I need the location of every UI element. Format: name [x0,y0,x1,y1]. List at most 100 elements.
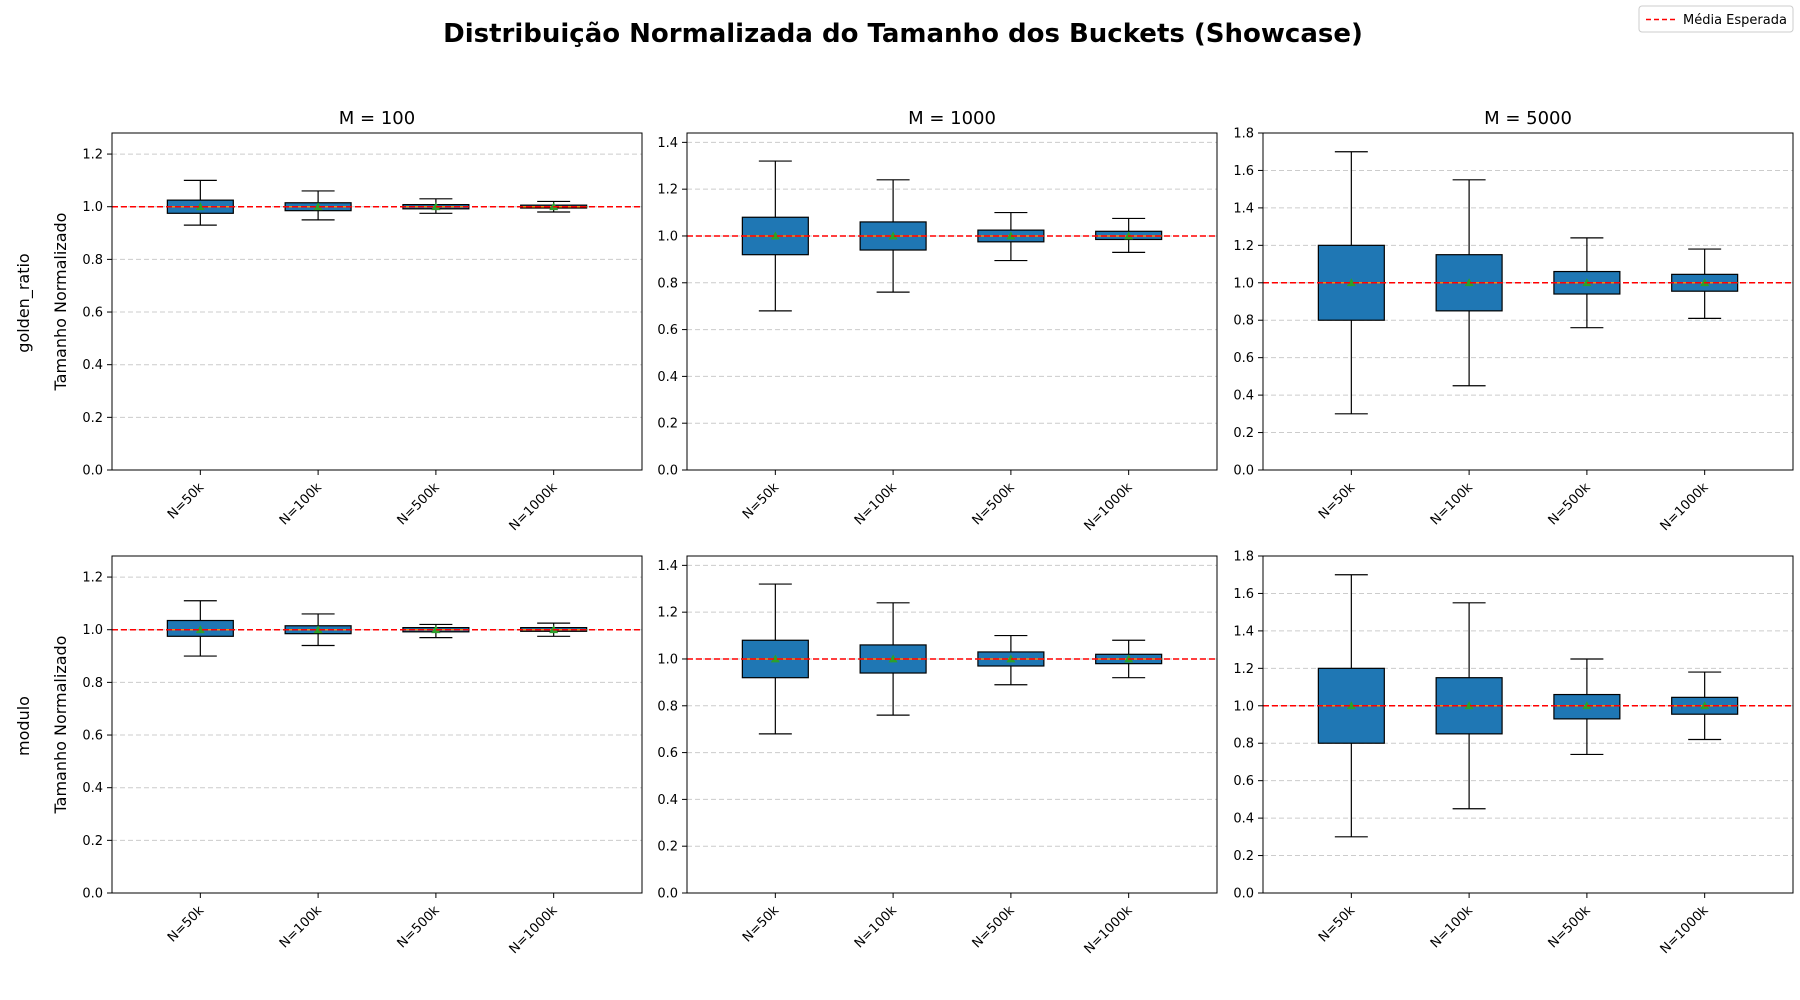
y-tick-label: 0.2 [82,834,103,849]
y-tick-label: 1.0 [1233,699,1254,714]
x-tick-label: N=500k [1546,480,1594,528]
mean-marker [1006,654,1016,663]
mean-marker [1582,278,1592,287]
mean-marker [770,231,780,240]
chart-title: Distribuição Normalizada do Tamanho dos … [443,19,1363,49]
y-axis-label: Tamanho Normalizado [51,213,70,392]
mean-marker [888,231,898,240]
y-tick-label: 0.4 [1233,389,1254,404]
y-tick-label: 0.4 [1233,812,1254,827]
y-tick-label: 1.0 [657,652,678,667]
y-tick-label: 0.6 [1233,774,1254,789]
y-tick-label: 0.2 [657,417,678,432]
y-tick-label: 0.0 [82,887,103,902]
y-tick-label: 0.0 [82,464,103,479]
x-tick-label: N=100k [852,903,900,951]
x-tick-label: N=1000k [1082,903,1136,957]
y-tick-label: 0.8 [1233,737,1254,752]
box-n-500k [977,634,1045,686]
axes-frame [111,132,643,471]
y-tick-label: 0.4 [657,793,678,808]
y-tick-label: 1.0 [82,623,103,638]
column-title: M = 100 [339,108,415,129]
y-tick-label: 0.6 [82,729,103,744]
x-tick-label: N=50k [165,480,208,523]
x-tick-label: N=50k [740,480,783,523]
y-tick-label: 1.0 [1233,276,1254,291]
row-label-modulo: modulo [14,696,33,756]
y-tick-label: 0.6 [657,323,678,338]
box-n-500k [402,623,470,639]
x-tick-label: N=50k [740,903,783,946]
subplot-golden-ratio-m-5000: M = 5000 0.0 0.2 0.4 0.6 0.8 1.0 1.2 1.4 1.6 1.8 N=… [1233,108,1794,534]
y-tick-label: 1.2 [1233,239,1254,254]
y-axis-label: Tamanho Normalizado [51,636,70,815]
y-tick-label: 1.4 [1233,624,1254,639]
y-tick-label: 0.6 [1233,351,1254,366]
y-tick-label: 0.4 [82,358,103,373]
y-tick-label: 1.2 [82,148,103,163]
box-n-1000k [1671,248,1739,319]
subplot-modulo-m-100: Tamanho Normalizado 0.0 0.2 0.4 0.6 0.8 1.0 1.2… [51,555,643,957]
box-n-100k [284,190,352,221]
subplot-golden-ratio-m-100: M = 100 Tamanho Normalizado 0.0 0.2 0.4 0.6 0.… [51,108,643,534]
mean-marker [1346,701,1356,710]
y-tick-label: 0.4 [82,781,103,796]
y-tick-label: 0.0 [657,887,678,902]
y-tick-label: 1.8 [1233,127,1254,142]
subplot-golden-ratio-m-1000: M = 1000 0.0 0.2 0.4 0.6 0.8 1.0 1.2 1.4 N=50k N=1… [657,108,1218,534]
mean-marker [313,625,323,634]
box-n-50k [166,600,234,657]
y-tick-label: 1.2 [657,606,678,621]
box-n-500k [1553,658,1621,756]
mean-marker [313,202,323,211]
y-tick-label: 0.8 [657,699,678,714]
legend: Média Esperada [1638,5,1794,33]
mean-marker [431,625,441,634]
y-tick-label: 0.2 [1233,426,1254,441]
axes-frame [686,132,1218,471]
y-tick-label: 0.2 [1233,849,1254,864]
y-tick-label: 1.0 [82,200,103,215]
axes-frame [1262,132,1794,471]
y-tick-label: 1.6 [1233,164,1254,179]
box-n-50k [166,179,234,226]
subplot-modulo-m-5000: 0.0 0.2 0.4 0.6 0.8 1.0 1.2 1.4 1.6 1.8 N=50k N=100… [1233,550,1794,957]
y-tick-label: 0.4 [657,370,678,385]
x-tick-label: N=500k [1546,903,1594,951]
x-tick-label: N=50k [165,903,208,946]
mean-marker [1464,701,1474,710]
subplot-grid: M = 100 Tamanho Normalizado 0.0 0.2 0.4 0.6 0.… [51,108,1794,957]
y-tick-label: 1.8 [1233,550,1254,565]
y-tick-label: 1.6 [1233,587,1254,602]
y-tick-label: 0.8 [82,253,103,268]
x-tick-label: N=100k [1428,480,1476,528]
mean-marker [1464,278,1474,287]
x-tick-label: N=50k [1316,903,1359,946]
x-tick-label: N=1000k [1658,903,1712,957]
x-tick-label: N=1000k [1658,480,1712,534]
y-tick-label: 1.2 [82,571,103,586]
y-tick-label: 0.8 [657,276,678,291]
x-tick-label: N=500k [395,480,443,528]
axes-frame [686,555,1218,894]
x-tick-label: N=50k [1316,480,1359,523]
y-tick-label: 0.8 [1233,314,1254,329]
y-tick-label: 1.4 [657,136,678,151]
y-tick-label: 0.6 [82,306,103,321]
x-tick-label: N=500k [395,903,443,951]
mean-marker [770,654,780,663]
mean-marker [195,202,205,211]
column-title: M = 5000 [1484,108,1572,129]
x-tick-label: N=500k [970,903,1018,951]
y-tick-label: 0.2 [82,411,103,426]
mean-marker [195,625,205,634]
y-tick-label: 0.0 [1233,887,1254,902]
legend-frame [1638,5,1794,33]
mean-marker [1582,701,1592,710]
mean-marker [431,202,441,211]
y-tick-label: 1.4 [1233,201,1254,216]
legend-label: Média Esperada [1683,13,1787,28]
x-tick-label: N=100k [277,903,325,951]
